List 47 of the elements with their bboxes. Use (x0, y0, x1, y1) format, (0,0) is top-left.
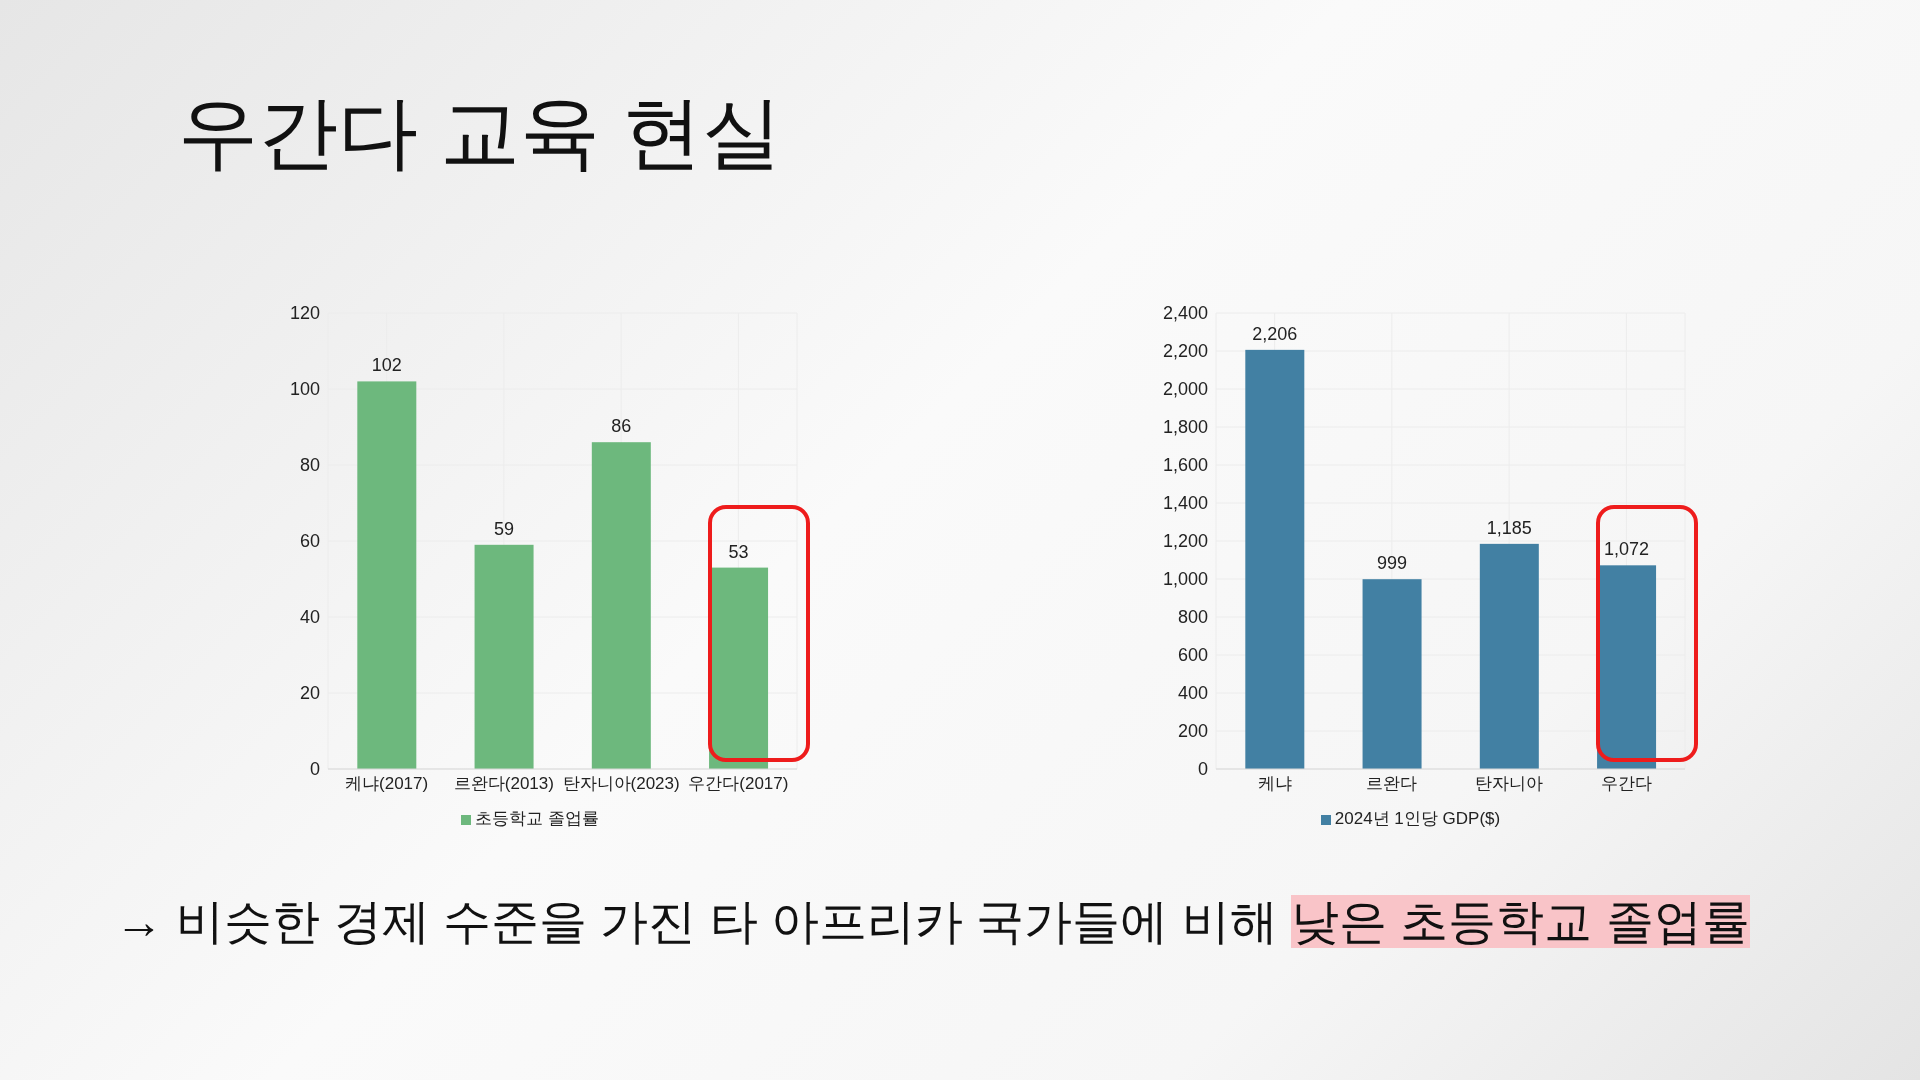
data-label: 2,206 (1252, 323, 1298, 344)
x-tick-label: 르완다 (1366, 774, 1418, 794)
y-tick-label: 1,800 (1162, 417, 1208, 438)
x-tick-label: 르완다(2013) (453, 774, 554, 794)
y-tick-label: 400 (1177, 683, 1208, 704)
bar (357, 381, 417, 769)
y-tick-label: 100 (289, 379, 320, 400)
y-tick-label: 0 (309, 759, 320, 780)
y-tick-label: 40 (299, 607, 320, 628)
data-label: 999 (1377, 553, 1408, 574)
bar (474, 544, 534, 769)
bar (1245, 349, 1305, 769)
bar (1362, 579, 1422, 769)
text: 낮은 초등학교 졸업률 (1291, 895, 1750, 948)
bar (591, 442, 651, 769)
y-tick-label: 2,000 (1162, 379, 1208, 400)
legend-label: 2024년 1인당 GDP($) (1334, 809, 1501, 828)
x-tick-label: 우간다 (1600, 774, 1652, 794)
y-tick-label: 0 (1197, 759, 1208, 780)
y-tick-label: 600 (1177, 645, 1208, 666)
bar (1479, 543, 1539, 769)
y-tick-label: 1,600 (1162, 455, 1208, 476)
data-label: 102 (371, 355, 402, 376)
y-tick-label: 120 (289, 303, 320, 324)
x-tick-label: 탄자니아 (1475, 774, 1544, 794)
x-tick-label: 우간다(2017) (688, 774, 789, 794)
y-tick-label: 200 (1177, 721, 1208, 742)
y-tick-label: 800 (1177, 607, 1208, 628)
y-tick-label: 80 (299, 455, 320, 476)
x-tick-label: 탄자니아(2023) (562, 774, 680, 794)
legend-label: 초등학교 졸업률 (475, 809, 599, 828)
y-tick-label: 1,200 (1162, 531, 1208, 552)
y-tick-label: 2,200 (1162, 341, 1208, 362)
x-tick-label: 케냐 (1257, 774, 1292, 794)
y-tick-label: 1,400 (1162, 493, 1208, 514)
data-label: 1,072 (1604, 539, 1650, 560)
y-tick-label: 20 (299, 683, 320, 704)
data-label: 59 (494, 518, 515, 539)
data-label: 86 (611, 416, 632, 437)
y-tick-label: 2,400 (1162, 303, 1208, 324)
y-tick-label: 60 (299, 531, 320, 552)
y-tick-label: 1,000 (1162, 569, 1208, 590)
chart-title: 우간다 교육 현실 (178, 87, 783, 179)
data-label: 1,185 (1486, 517, 1532, 538)
text: → 비슷한 경제 수준을 가진 타 아프리카 국가들에 비해 (115, 895, 1279, 948)
x-tick-label: 케냐(2017) (345, 774, 429, 794)
data-label: 53 (728, 541, 749, 562)
